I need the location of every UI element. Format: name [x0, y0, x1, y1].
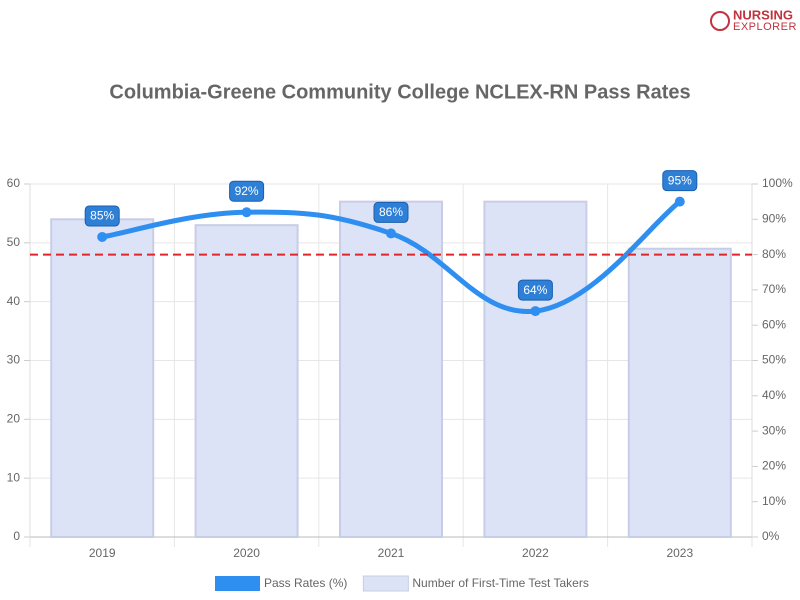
chart-title: Columbia-Greene Community College NCLEX-… — [109, 81, 690, 103]
logo-text: EXPLORER — [733, 21, 797, 33]
x-tick-label: 2019 — [89, 546, 116, 560]
value-label: 95% — [668, 173, 692, 187]
value-label-box — [517, 279, 553, 301]
y2-tick-label: 0% — [762, 529, 780, 543]
point — [241, 207, 252, 218]
legend-swatch — [362, 575, 409, 592]
point — [674, 196, 685, 207]
value-label: 86% — [379, 205, 403, 219]
x-tick-label: 2023 — [666, 546, 693, 560]
bar — [483, 200, 588, 538]
y2-tick-label: 20% — [762, 459, 786, 473]
y-tick-label: 30 — [7, 353, 21, 367]
value-label: 92% — [235, 184, 259, 198]
value-label: 64% — [523, 283, 547, 297]
x-tick-label: 2020 — [233, 546, 260, 560]
y-tick-label: 60 — [7, 176, 21, 190]
legend-label: Number of First-Time Test Takers — [412, 576, 588, 590]
y2-tick-label: 10% — [762, 494, 786, 508]
bar — [50, 218, 155, 539]
y2-tick-label: 70% — [762, 282, 786, 296]
bar — [194, 224, 299, 539]
value-label-box — [662, 170, 698, 192]
bar — [339, 200, 443, 538]
legend-label: Pass Rates (%) — [264, 576, 347, 590]
value-label-box — [84, 205, 120, 227]
y-tick-label: 20 — [7, 412, 21, 426]
y-tick-label: 0 — [13, 529, 20, 543]
y2-tick-label: 40% — [762, 388, 786, 402]
legend-swatch — [215, 576, 260, 591]
point — [97, 231, 108, 242]
y2-tick-label: 80% — [762, 247, 786, 261]
y-tick-label: 40 — [7, 294, 21, 308]
logo-text: NURSING — [733, 7, 793, 22]
y2-tick-label: 60% — [762, 317, 786, 331]
y2-tick-label: 30% — [762, 423, 786, 437]
x-tick-label: 2021 — [378, 546, 405, 560]
bar — [627, 247, 732, 538]
value-label: 85% — [90, 209, 114, 223]
y-tick-label: 50 — [7, 235, 21, 249]
y-tick-label: 10 — [7, 470, 21, 484]
x-tick-label: 2022 — [522, 546, 549, 560]
point — [530, 306, 541, 317]
value-label-box — [373, 201, 409, 223]
y2-tick-label: 50% — [762, 353, 786, 367]
y2-tick-label: 90% — [762, 211, 786, 225]
y2-tick-label: 100% — [762, 176, 793, 190]
point — [386, 228, 396, 239]
logo-icon — [710, 11, 730, 31]
value-label-box — [229, 180, 265, 202]
